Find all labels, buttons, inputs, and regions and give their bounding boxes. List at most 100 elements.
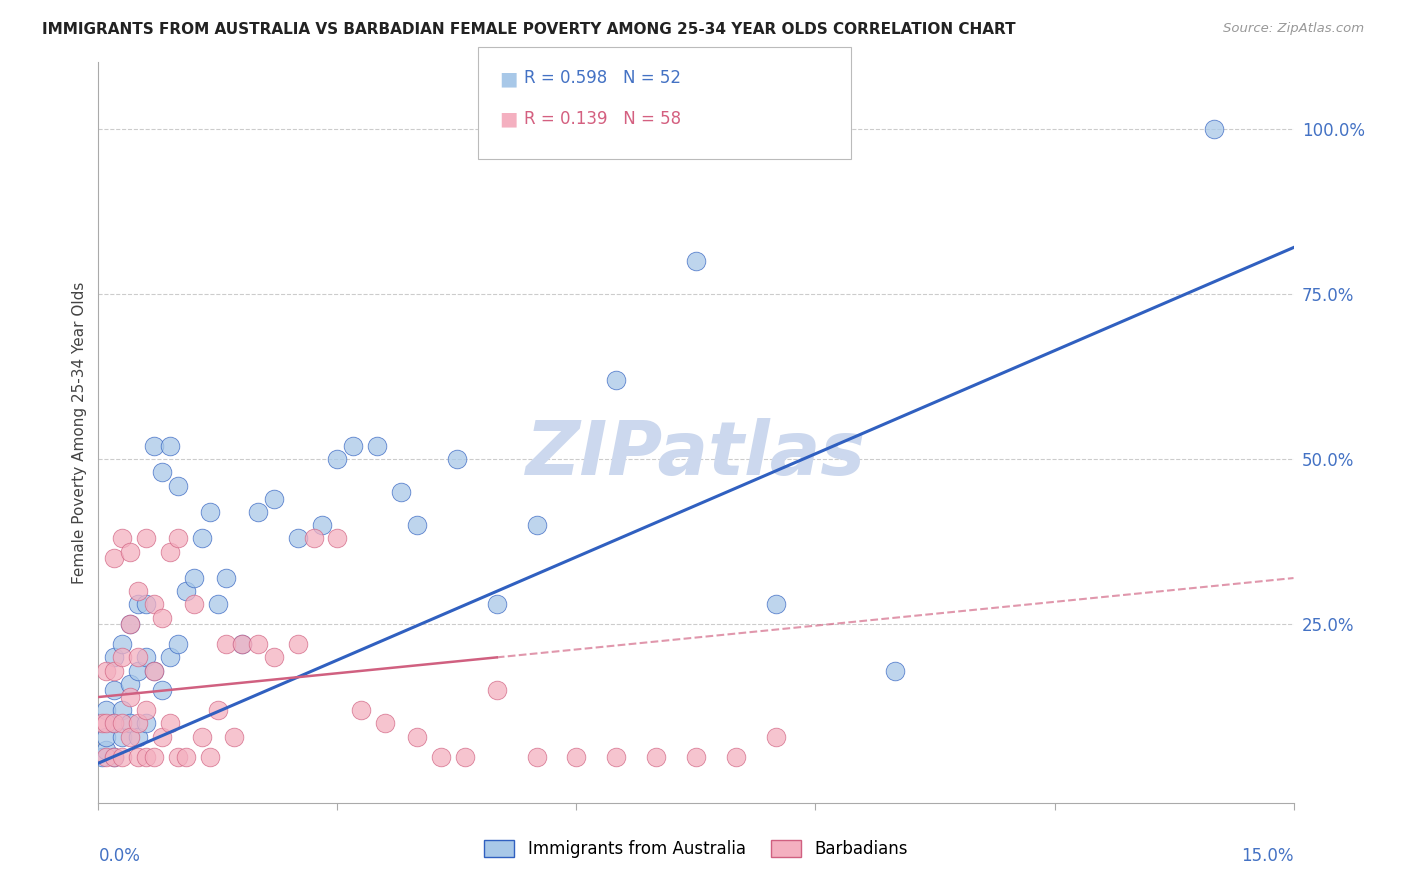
Point [350, 703, 373, 717]
Point [120, 730, 142, 744]
Point [207, 703, 229, 717]
Point [526, 749, 548, 764]
Point [311, 518, 333, 533]
Point [150, 611, 173, 625]
Point [159, 439, 181, 453]
Point [215, 637, 238, 651]
Point [231, 637, 253, 651]
Point [135, 749, 157, 764]
Point [96, 749, 118, 764]
Point [174, 584, 197, 599]
Point [287, 637, 309, 651]
Point [263, 491, 285, 506]
Point [96, 730, 118, 744]
Point [605, 373, 627, 387]
Point [103, 650, 125, 665]
Point [263, 650, 285, 665]
Point [103, 749, 125, 764]
Point [103, 749, 125, 764]
Point [191, 532, 214, 546]
Point [91, 716, 114, 731]
Text: ZIPatlas: ZIPatlas [526, 418, 866, 491]
Point [222, 730, 245, 744]
Point [111, 532, 134, 546]
Point [120, 617, 142, 632]
Point [103, 716, 125, 731]
Point [246, 505, 269, 519]
Point [120, 716, 142, 731]
Point [96, 664, 118, 678]
Point [342, 439, 364, 453]
Point [215, 571, 238, 585]
Point [198, 505, 221, 519]
Text: 0.0%: 0.0% [98, 847, 141, 865]
Point [231, 637, 253, 651]
Point [103, 551, 125, 566]
Point [120, 544, 142, 558]
Y-axis label: Female Poverty Among 25-34 Year Olds: Female Poverty Among 25-34 Year Olds [72, 282, 87, 583]
Point [127, 664, 149, 678]
Text: ■: ■ [499, 109, 517, 128]
Point [111, 637, 134, 651]
Point [526, 518, 548, 533]
Point [143, 439, 166, 453]
Text: IMMIGRANTS FROM AUSTRALIA VS BARBADIAN FEMALE POVERTY AMONG 25-34 YEAR OLDS CORR: IMMIGRANTS FROM AUSTRALIA VS BARBADIAN F… [42, 22, 1015, 37]
Point [150, 683, 173, 698]
Point [446, 452, 468, 467]
Point [143, 598, 166, 612]
Point [120, 690, 142, 704]
Point [111, 703, 134, 717]
Point [374, 716, 396, 731]
Point [167, 749, 190, 764]
Point [765, 598, 787, 612]
Point [127, 716, 149, 731]
Text: ■: ■ [499, 69, 517, 88]
Point [246, 637, 269, 651]
Text: R = 0.598   N = 52: R = 0.598 N = 52 [524, 70, 682, 87]
Point [111, 730, 134, 744]
Point [150, 465, 173, 479]
Point [159, 716, 181, 731]
Point [96, 703, 118, 717]
Point [91, 749, 114, 764]
Point [96, 716, 118, 731]
Point [103, 664, 125, 678]
Point [120, 617, 142, 632]
Point [406, 518, 429, 533]
Point [127, 584, 149, 599]
Point [174, 749, 197, 764]
Point [191, 730, 214, 744]
Point [159, 650, 181, 665]
Point [724, 749, 747, 764]
Point [111, 749, 134, 764]
Point [884, 664, 907, 678]
Point [454, 749, 477, 764]
Point [207, 598, 229, 612]
Point [326, 532, 349, 546]
Point [127, 598, 149, 612]
Point [143, 664, 166, 678]
Point [135, 716, 157, 731]
Point [135, 650, 157, 665]
Point [127, 730, 149, 744]
Point [96, 743, 118, 757]
Point [765, 730, 787, 744]
Point [120, 677, 142, 691]
Point [183, 571, 205, 585]
Legend: Immigrants from Australia, Barbadians: Immigrants from Australia, Barbadians [478, 833, 914, 865]
Point [167, 532, 190, 546]
Point [406, 730, 429, 744]
Point [143, 664, 166, 678]
Point [389, 485, 412, 500]
Point [430, 749, 453, 764]
Point [366, 439, 388, 453]
Point [111, 650, 134, 665]
Point [287, 532, 309, 546]
Point [645, 749, 668, 764]
Point [1202, 121, 1225, 136]
Point [103, 716, 125, 731]
Point [143, 749, 166, 764]
Point [111, 716, 134, 731]
Point [127, 749, 149, 764]
Text: R = 0.139   N = 58: R = 0.139 N = 58 [524, 110, 682, 128]
